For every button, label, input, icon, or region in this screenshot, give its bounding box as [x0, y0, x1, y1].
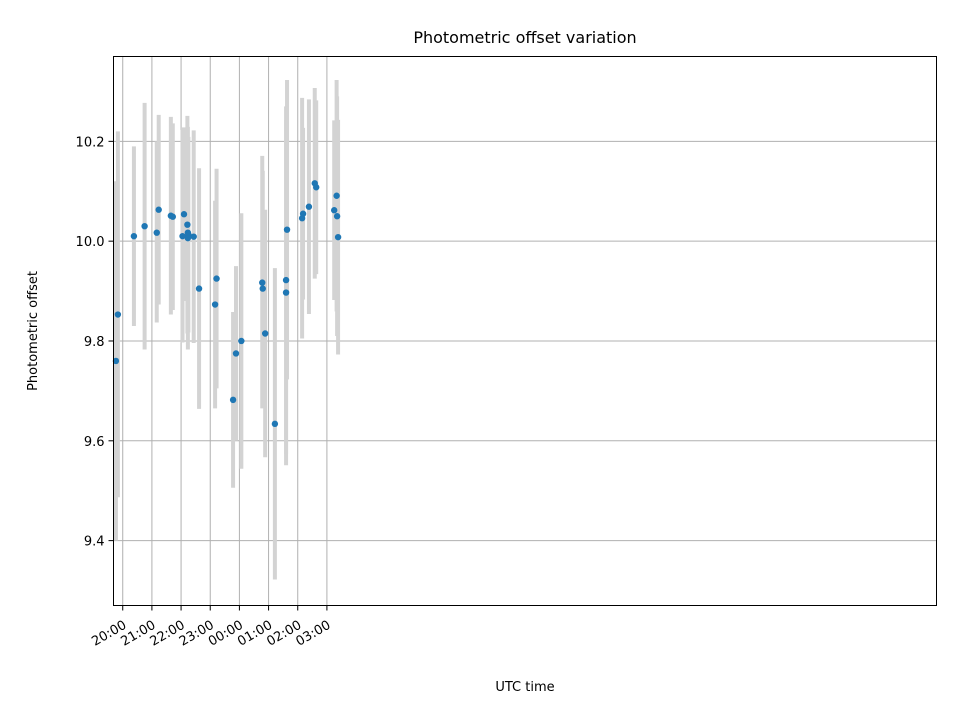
data-point	[330, 207, 338, 214]
data-point	[130, 232, 138, 240]
y-tick-label: 9.4	[84, 535, 105, 550]
data-point	[283, 226, 291, 233]
x-axis-label: UTC time	[495, 680, 554, 695]
data-point	[333, 192, 340, 199]
data-point	[333, 213, 341, 220]
data-point	[180, 211, 188, 218]
data-point	[141, 222, 148, 230]
errorbar-layer	[113, 79, 341, 580]
data-point	[179, 232, 186, 240]
data-point	[238, 337, 245, 345]
data-point	[305, 203, 313, 210]
data-point	[259, 285, 266, 292]
data-point	[112, 357, 120, 365]
y-axis-ticks: 9.4 9.6 9.8 10.0 10.2	[76, 135, 114, 550]
y-tick-label: 9.8	[84, 335, 105, 350]
data-point	[282, 276, 290, 284]
y-axis-label: Photometric offset	[26, 271, 41, 391]
data-point	[185, 231, 192, 238]
data-point	[313, 184, 320, 191]
data-point	[299, 210, 307, 217]
data-point	[153, 229, 160, 236]
data-point	[195, 285, 203, 292]
y-tick-label: 10.0	[76, 235, 105, 250]
data-point	[259, 279, 266, 286]
data-point	[229, 396, 237, 404]
data-point	[334, 233, 342, 241]
data-point	[261, 330, 269, 337]
data-point	[271, 420, 279, 428]
data-point	[184, 221, 191, 228]
y-tick-label: 9.6	[84, 435, 105, 450]
chart-title: Photometric offset variation	[413, 28, 636, 47]
data-point	[213, 275, 220, 282]
data-point	[155, 206, 162, 213]
data-point	[282, 289, 290, 296]
data-point	[169, 213, 177, 220]
point-layer	[112, 180, 342, 428]
data-point	[114, 311, 122, 318]
data-point	[190, 233, 197, 240]
data-point	[211, 301, 219, 308]
plot-frame	[113, 56, 937, 606]
y-tick-label: 10.2	[76, 135, 105, 150]
data-point	[232, 350, 240, 357]
